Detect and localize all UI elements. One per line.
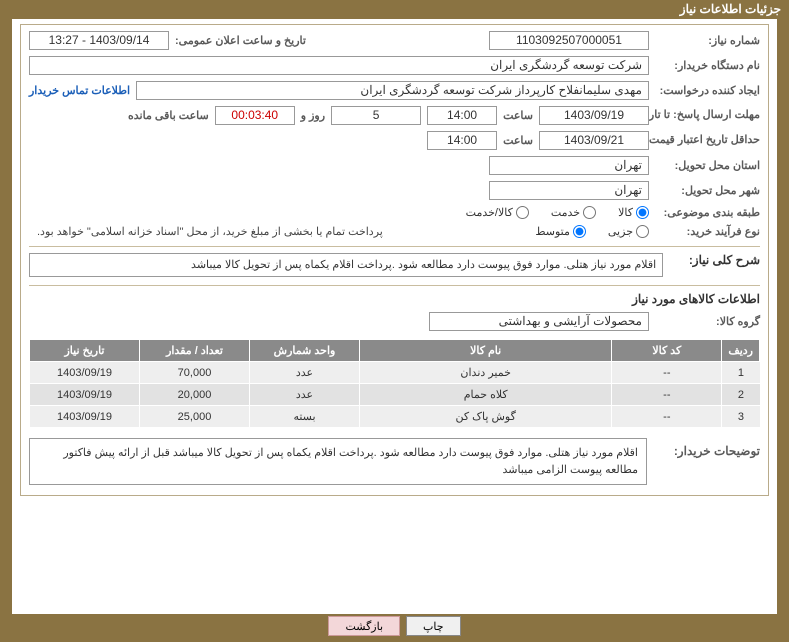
buyer-org-label: نام دستگاه خریدار:: [655, 59, 760, 72]
th-date: تاریخ نیاز: [30, 340, 140, 362]
table-row: 1--خمیر دندانعدد70,0001403/09/19: [30, 362, 760, 384]
cell-row: 2: [722, 384, 760, 406]
window-title: جزئیات اطلاعات نیاز: [0, 0, 789, 19]
cell-row: 1: [722, 362, 760, 384]
cell-date: 1403/09/19: [30, 384, 140, 406]
need-number-field: 1103092507000051: [489, 31, 649, 50]
items-info-heading: اطلاعات کالاهای مورد نیاز: [29, 292, 760, 306]
category-label: طبقه بندی موضوعی:: [655, 206, 760, 219]
cell-qty: 20,000: [140, 384, 250, 406]
back-button[interactable]: بازگشت: [328, 616, 400, 636]
requester-field: مهدی سلیمانفلاح کارپرداز شرکت توسعه گردش…: [136, 81, 649, 100]
cell-date: 1403/09/19: [30, 406, 140, 428]
delivery-province-label: استان محل تحویل:: [655, 159, 760, 172]
min-validity-time-field: 14:00: [427, 131, 497, 150]
category-service-label: خدمت: [551, 206, 580, 219]
delivery-city-label: شهر محل تحویل:: [655, 184, 760, 197]
purchase-medium-label: متوسط: [535, 225, 570, 238]
buyer-notes-box: اقلام مورد نیاز هتلی. موارد فوق پیوست دا…: [29, 438, 647, 485]
cell-row: 3: [722, 406, 760, 428]
table-row: 3--گوش پاک کنبسته25,0001403/09/19: [30, 406, 760, 428]
deadline-label: مهلت ارسال پاسخ: تا تاریخ:: [655, 109, 760, 121]
cell-name: خمیر دندان: [360, 362, 612, 384]
purchase-type-label: نوع فرآیند خرید:: [655, 225, 760, 238]
category-radio-group: کالا خدمت کالا/خدمت: [466, 206, 649, 219]
need-number-label: شماره نیاز:: [655, 34, 760, 47]
category-goods-label: کالا: [618, 206, 633, 219]
section-divider: [29, 246, 760, 247]
category-goods-service-label: کالا/خدمت: [466, 206, 513, 219]
cell-code: --: [612, 384, 722, 406]
cell-qty: 25,000: [140, 406, 250, 428]
delivery-province-field: تهران: [489, 156, 649, 175]
cell-unit: عدد: [250, 384, 360, 406]
cell-code: --: [612, 406, 722, 428]
th-name: نام کالا: [360, 340, 612, 362]
deadline-time-field: 14:00: [427, 106, 497, 125]
category-service-radio[interactable]: خدمت: [551, 206, 596, 219]
buyer-contact-link[interactable]: اطلاعات تماس خریدار: [29, 84, 130, 97]
purchase-type-radio-group: جزیی متوسط: [535, 225, 649, 238]
category-goods-service-radio[interactable]: کالا/خدمت: [466, 206, 529, 219]
cell-name: کلاه حمام: [360, 384, 612, 406]
remaining-label: ساعت باقی مانده: [128, 109, 209, 122]
section-divider-2: [29, 285, 760, 286]
cell-unit: عدد: [250, 362, 360, 384]
days-label: روز و: [301, 109, 325, 122]
print-button[interactable]: چاپ: [406, 616, 461, 636]
cell-date: 1403/09/19: [30, 362, 140, 384]
requester-label: ایجاد کننده درخواست:: [655, 84, 760, 97]
min-validity-label: حداقل تاریخ اعتبار قیمت: تا تاریخ:: [655, 134, 760, 146]
th-code: کد کالا: [612, 340, 722, 362]
min-validity-time-label: ساعت: [503, 134, 533, 147]
overall-desc-box: اقلام مورد نیاز هتلی. موارد فوق پیوست دا…: [29, 253, 663, 277]
countdown-field: 00:03:40: [215, 106, 295, 125]
cell-unit: بسته: [250, 406, 360, 428]
min-validity-date-field: 1403/09/21: [539, 131, 649, 150]
days-left-field: 5: [331, 106, 421, 125]
buyer-notes-label: توضیحات خریدار:: [655, 438, 760, 458]
overall-desc-label: شرح کلی نیاز:: [669, 253, 760, 267]
goods-group-field: محصولات آرایشی و بهداشتی: [429, 312, 649, 331]
buyer-org-field: شرکت توسعه گردشگری ایران: [29, 56, 649, 75]
purchase-minor-radio[interactable]: جزیی: [608, 225, 649, 238]
table-row: 2--کلاه حمامعدد20,0001403/09/19: [30, 384, 760, 406]
th-unit: واحد شمارش: [250, 340, 360, 362]
purchase-medium-radio[interactable]: متوسط: [535, 225, 586, 238]
purchase-minor-label: جزیی: [608, 225, 633, 238]
cell-qty: 70,000: [140, 362, 250, 384]
cell-name: گوش پاک کن: [360, 406, 612, 428]
th-row: ردیف: [722, 340, 760, 362]
details-panel: شماره نیاز: 1103092507000051 تاریخ و ساع…: [20, 24, 769, 496]
th-qty: تعداد / مقدار: [140, 340, 250, 362]
cell-code: --: [612, 362, 722, 384]
category-goods-radio[interactable]: کالا: [618, 206, 649, 219]
items-table: ردیف کد کالا نام کالا واحد شمارش تعداد /…: [29, 339, 760, 428]
goods-group-label: گروه کالا:: [655, 315, 760, 328]
payment-note: پرداخت تمام یا بخشی از مبلغ خرید، از محل…: [37, 225, 383, 238]
announce-date-label: تاریخ و ساعت اعلان عمومی:: [175, 34, 306, 47]
deadline-date-field: 1403/09/19: [539, 106, 649, 125]
delivery-city-field: تهران: [489, 181, 649, 200]
announce-date-field: 1403/09/14 - 13:27: [29, 31, 169, 50]
deadline-time-label: ساعت: [503, 109, 533, 122]
